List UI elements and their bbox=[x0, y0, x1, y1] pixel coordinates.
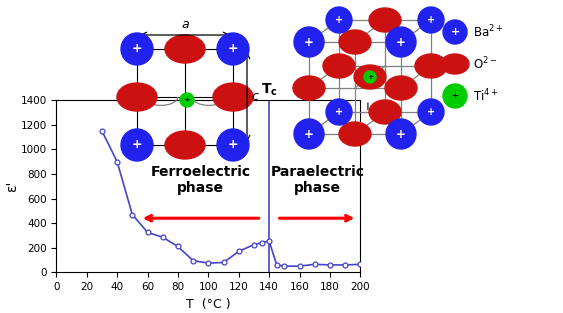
Text: +: + bbox=[427, 15, 435, 25]
Text: Ba$^{2+}$: Ba$^{2+}$ bbox=[473, 24, 503, 40]
Circle shape bbox=[294, 119, 324, 149]
Text: O$^{2-}$: O$^{2-}$ bbox=[473, 56, 497, 72]
Circle shape bbox=[121, 129, 153, 161]
Circle shape bbox=[443, 84, 467, 108]
Text: $\mathbf{T_c}$: $\mathbf{T_c}$ bbox=[261, 81, 278, 98]
Circle shape bbox=[294, 27, 324, 57]
Circle shape bbox=[326, 7, 352, 33]
Ellipse shape bbox=[339, 30, 371, 54]
Text: +: + bbox=[227, 138, 238, 151]
Text: +: + bbox=[396, 127, 406, 141]
Text: +: + bbox=[427, 107, 435, 117]
Ellipse shape bbox=[369, 100, 401, 124]
Circle shape bbox=[443, 20, 467, 44]
Text: c: c bbox=[251, 90, 258, 104]
Circle shape bbox=[217, 33, 249, 65]
X-axis label: T  (°C ): T (°C ) bbox=[186, 298, 231, 310]
Text: +: + bbox=[335, 15, 343, 25]
Circle shape bbox=[418, 7, 444, 33]
Text: +: + bbox=[132, 43, 142, 55]
Ellipse shape bbox=[415, 54, 447, 78]
Circle shape bbox=[418, 99, 444, 125]
Circle shape bbox=[386, 119, 416, 149]
Circle shape bbox=[364, 71, 376, 83]
Text: +: + bbox=[450, 27, 459, 37]
Ellipse shape bbox=[213, 83, 253, 111]
Text: +: + bbox=[132, 138, 142, 151]
Text: +: + bbox=[227, 43, 238, 55]
Text: Ferroelectric
phase: Ferroelectric phase bbox=[151, 165, 251, 195]
Ellipse shape bbox=[323, 54, 355, 78]
Ellipse shape bbox=[354, 65, 386, 89]
Text: Ti$^{4+}$: Ti$^{4+}$ bbox=[473, 88, 498, 104]
Circle shape bbox=[217, 129, 249, 161]
Ellipse shape bbox=[441, 54, 469, 74]
Ellipse shape bbox=[339, 122, 371, 146]
Ellipse shape bbox=[369, 8, 401, 32]
Y-axis label: ε': ε' bbox=[5, 181, 19, 192]
Circle shape bbox=[121, 33, 153, 65]
Ellipse shape bbox=[165, 35, 205, 63]
Ellipse shape bbox=[385, 76, 417, 100]
Ellipse shape bbox=[293, 76, 325, 100]
Text: +: + bbox=[396, 35, 406, 49]
Text: +: + bbox=[452, 91, 458, 100]
Text: +: + bbox=[184, 95, 190, 105]
Text: +: + bbox=[367, 74, 373, 80]
Text: Paraelectric
phase: Paraelectric phase bbox=[271, 165, 365, 195]
Text: +: + bbox=[304, 35, 314, 49]
Ellipse shape bbox=[165, 131, 205, 159]
Ellipse shape bbox=[117, 83, 157, 111]
Circle shape bbox=[326, 99, 352, 125]
Text: +: + bbox=[335, 107, 343, 117]
Text: a: a bbox=[181, 18, 189, 31]
Circle shape bbox=[386, 27, 416, 57]
Text: +: + bbox=[304, 127, 314, 141]
Circle shape bbox=[180, 93, 194, 107]
